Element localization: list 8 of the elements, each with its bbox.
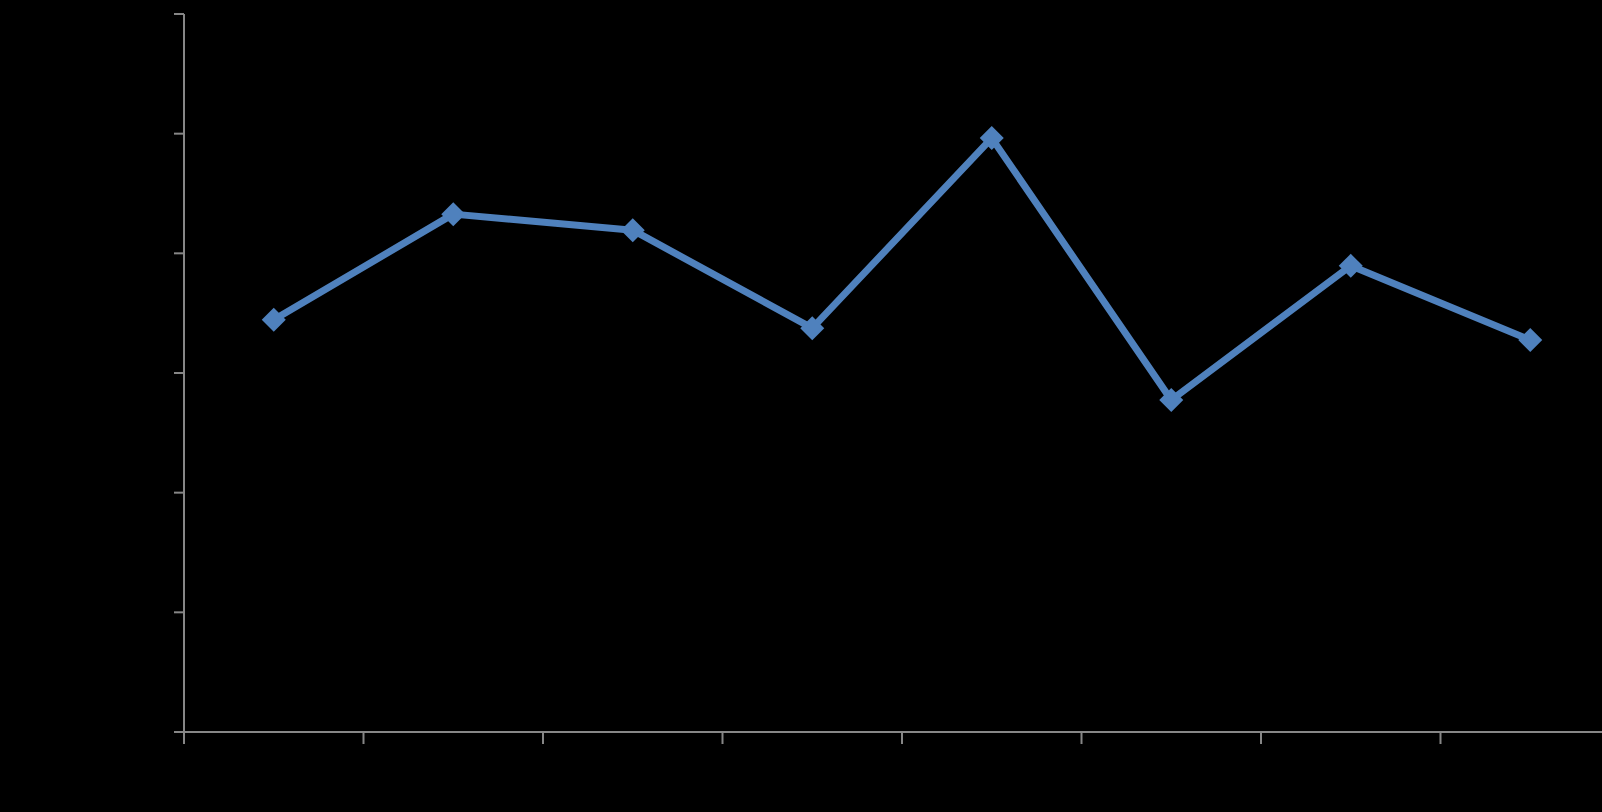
point [441, 202, 466, 227]
point [800, 316, 825, 341]
point [620, 218, 645, 243]
point [261, 307, 286, 332]
point [1159, 388, 1184, 413]
point [1338, 253, 1363, 278]
point [1518, 328, 1543, 353]
point [979, 126, 1004, 151]
